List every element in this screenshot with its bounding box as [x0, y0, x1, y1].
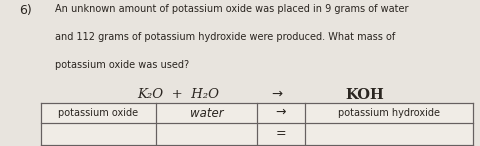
Text: KOH: KOH [346, 88, 384, 102]
Text: water: water [190, 107, 223, 120]
Text: →: → [276, 105, 286, 118]
Text: 6): 6) [19, 4, 32, 17]
Text: K₂O  +  H₂O: K₂O + H₂O [137, 88, 219, 101]
Text: =: = [276, 127, 286, 140]
Text: An unknown amount of potassium oxide was placed in 9 grams of water: An unknown amount of potassium oxide was… [55, 4, 408, 14]
Text: potassium hydroxide: potassium hydroxide [338, 108, 440, 118]
Text: potassium oxide was used?: potassium oxide was used? [55, 60, 189, 70]
Text: and 112 grams of potassium hydroxide were produced. What mass of: and 112 grams of potassium hydroxide wer… [55, 32, 396, 42]
Text: →: → [271, 88, 282, 101]
Bar [41, 103, 473, 145]
Text: potassium oxide: potassium oxide [59, 108, 138, 118]
